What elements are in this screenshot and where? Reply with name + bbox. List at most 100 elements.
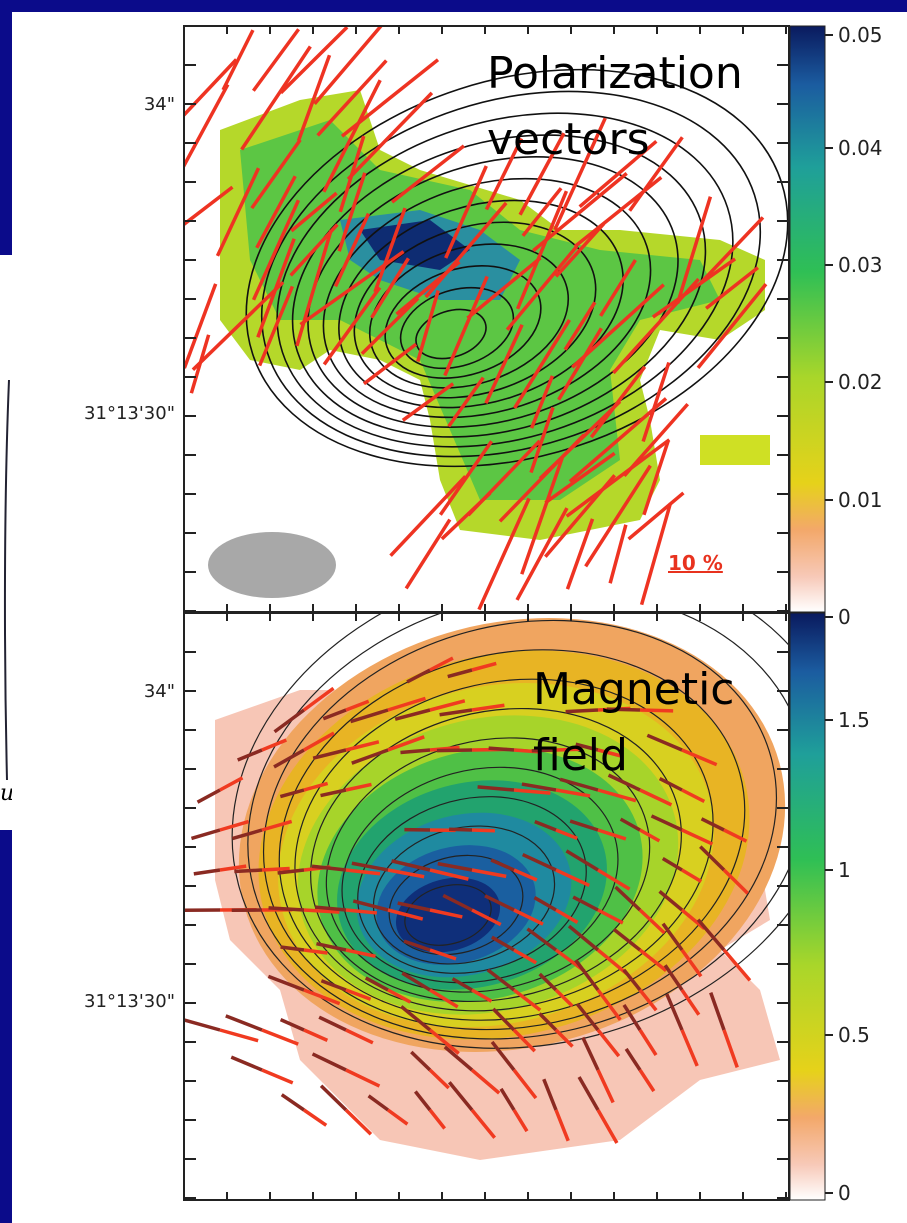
field-vector-half [470,1108,497,1139]
polarization-vector [599,259,637,317]
panel-label: Polarization [487,48,743,99]
field-vector-half [569,819,599,832]
field-vector-half [555,868,591,888]
field-vector-half [261,866,290,872]
field-vector-half [681,748,718,767]
field-vector [521,782,591,798]
polarization-vector [322,286,382,366]
field-vector [477,785,551,795]
field-vector-half [575,742,599,752]
field-vector-half [490,1040,516,1072]
polarization-vector [255,175,297,249]
field-vector-half [486,968,516,992]
y-label: 34" [144,94,175,115]
field-vector-half [680,989,701,1016]
field-vector-half [442,893,473,912]
field-vector [490,935,538,965]
panel-label: field [533,730,628,781]
field-vector-half [400,748,431,755]
contour [404,884,492,946]
polarization-vector [498,433,586,523]
field-vector [624,1047,656,1093]
contour [307,156,679,428]
field-vector-half [491,1007,516,1032]
field-vector-half [387,696,426,712]
field-vector [486,968,542,1012]
field-vector-half [273,708,306,734]
y-label: 31°13'30" [84,991,175,1012]
field-vector-half [542,1078,558,1111]
polarization-vector [554,222,606,278]
field-vector-half [386,1108,409,1126]
polarization-vector [295,229,333,347]
y-label: 34" [144,681,175,702]
polarization-vector [240,45,312,151]
field-vector-half [387,988,412,1004]
field-vector-half [428,1108,447,1130]
field-vector [413,1090,447,1130]
polarization-vector [316,59,388,137]
polarization-vector [416,290,440,362]
field-vector-half [279,788,305,799]
field-vector-half [196,788,221,804]
polarization-vector [362,342,418,386]
field-vector [311,864,381,876]
field-vector-half [279,1018,305,1032]
field-vector-half [451,977,473,992]
polarization-vector [257,285,295,367]
field-vector-half [345,988,372,1001]
field-vector-half [471,703,505,712]
field-vector-half [219,819,250,832]
field-vector [351,861,425,879]
field-vector-half [614,885,642,912]
field-vector [447,661,497,679]
field-vector [663,964,701,1016]
field-vector-half [268,906,305,912]
field-vector-half [351,861,389,872]
field-vector-half [574,959,600,992]
contour [276,112,734,448]
field-vector-half [490,935,515,952]
field-vector-half [612,928,642,952]
colorbar-label: 0.04 [838,136,883,160]
polarization-vector [389,475,467,557]
field-vector [234,866,290,874]
colorbar-label: 0.02 [838,370,883,394]
field-vector-half [512,988,542,1012]
polarization-vector [578,139,658,209]
field-vector [437,861,507,879]
field-vector-half [193,868,221,876]
field-vector-half [572,895,599,912]
field-vector [352,899,424,921]
colorbar-top [789,25,826,613]
contour [357,796,587,974]
polarization-vector [563,301,597,351]
field-vector-half [526,927,558,952]
field-vector [397,901,463,919]
field-vector [231,819,293,841]
field-vector-half [345,1068,381,1088]
field-vector [567,924,629,976]
field-vector-half [722,868,749,895]
field-vector-half [261,1028,299,1046]
field-vector [696,918,752,982]
contour [294,678,714,1012]
field-vector [320,782,372,798]
contour [338,199,624,409]
field-vector-half [513,948,538,965]
polarization-vector [518,132,566,216]
field-vector-half [436,748,473,753]
field-vector-half [437,861,473,872]
field-vector-half [429,745,460,752]
field-vector-half [597,868,631,891]
field-vector-half [596,1069,615,1104]
field-vector [449,827,495,833]
field-vector [401,971,459,1009]
colorbar-label: 0.03 [838,253,883,277]
field-vector-half [699,845,726,872]
field-vector-half [443,1045,474,1072]
polarization-vector [184,58,238,118]
field-vector-half [345,699,370,712]
field-vector-half [428,1068,450,1090]
